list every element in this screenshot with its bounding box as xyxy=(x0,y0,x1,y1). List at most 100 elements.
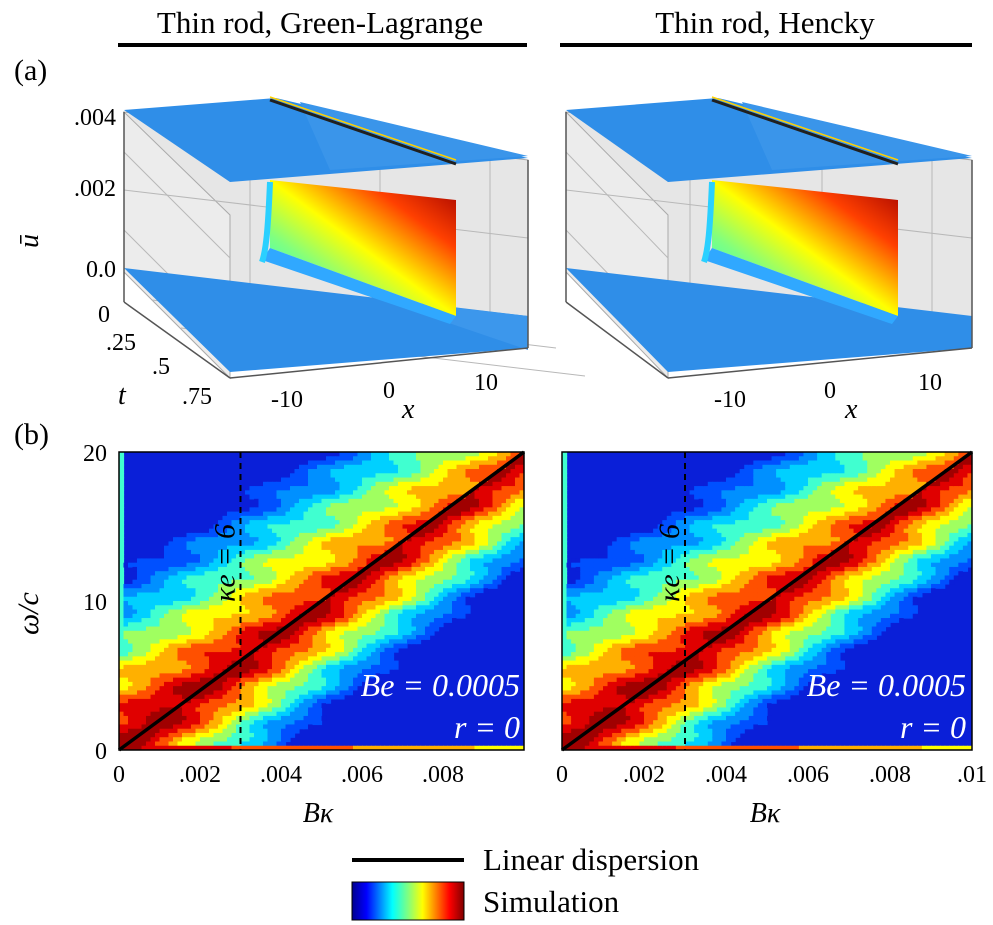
contour-cell xyxy=(186,698,192,704)
contour-cell xyxy=(443,583,449,589)
contour-cell xyxy=(353,660,359,666)
contour-cell xyxy=(191,575,197,581)
contour-cell xyxy=(357,515,363,521)
contour-cell xyxy=(402,481,408,487)
contour-cell xyxy=(326,524,332,530)
contour-cell xyxy=(164,669,170,674)
contour-cell xyxy=(488,469,494,474)
contour-cell xyxy=(204,703,210,709)
contour-cell xyxy=(580,673,586,679)
contour-cell xyxy=(562,469,568,474)
contour-cell xyxy=(119,511,125,517)
contour-cell xyxy=(353,622,359,628)
contour-cell xyxy=(128,707,134,713)
contour-cell xyxy=(146,732,152,738)
contour-cell xyxy=(191,609,197,615)
contour-cell xyxy=(227,520,233,525)
contour-cell xyxy=(506,571,512,577)
contour-cell xyxy=(425,549,431,555)
contour-cell xyxy=(308,622,314,628)
contour-cell xyxy=(267,664,273,670)
contour-cell xyxy=(593,707,600,713)
contour-cell xyxy=(420,630,426,636)
contour-cell xyxy=(231,613,237,619)
contour-cell xyxy=(285,575,291,581)
contour-cell xyxy=(393,592,399,598)
contour-cell xyxy=(159,571,165,577)
contour-cell xyxy=(276,498,282,504)
contour-cell xyxy=(425,545,431,551)
contour-cell xyxy=(571,669,577,674)
contour-cell xyxy=(407,583,413,589)
contour-cell xyxy=(200,596,206,602)
contour-cell xyxy=(452,507,458,513)
contour-cell xyxy=(173,566,179,572)
contour-cell xyxy=(447,579,453,585)
contour-cell xyxy=(348,477,354,483)
contour-cell xyxy=(240,737,246,743)
contour-cell xyxy=(290,515,296,521)
contour-cell xyxy=(276,660,282,666)
contour-cell xyxy=(438,469,444,474)
contour-cell xyxy=(276,486,282,491)
contour-cell xyxy=(227,532,233,538)
contour-cell xyxy=(357,635,363,640)
contour-cell xyxy=(258,707,264,713)
contour-cell xyxy=(231,711,237,717)
contour-cell xyxy=(294,724,300,730)
contour-cell xyxy=(571,732,577,738)
contour-cell xyxy=(281,711,287,717)
contour-cell xyxy=(506,486,512,491)
contour-cell xyxy=(200,618,206,623)
contour-cell xyxy=(488,524,494,530)
contour-cell xyxy=(209,609,215,615)
contour-cell xyxy=(443,575,449,581)
contour-cell xyxy=(580,647,586,653)
contour-cell xyxy=(429,545,435,551)
contour-cell xyxy=(267,601,273,606)
contour-cell xyxy=(276,737,282,743)
contour-cell xyxy=(353,528,359,534)
contour-cell xyxy=(191,618,197,623)
contour-cell xyxy=(218,562,224,568)
contour-cell xyxy=(218,588,224,594)
contour-cell xyxy=(146,664,152,670)
contour-cell xyxy=(191,588,197,594)
contour-cell xyxy=(290,520,296,525)
contour-cell xyxy=(213,647,219,653)
contour-cell xyxy=(218,558,224,564)
contour-cell xyxy=(240,558,246,564)
contour-cell xyxy=(195,664,201,670)
contour-cell xyxy=(195,669,201,674)
contour-cell xyxy=(456,515,462,521)
contour-cell xyxy=(200,643,206,649)
contour-cell xyxy=(272,541,278,547)
contour-cell xyxy=(371,613,377,619)
contour-cell xyxy=(519,541,524,547)
contour-cell xyxy=(245,639,251,645)
contour-cell xyxy=(501,537,507,542)
contour-cell xyxy=(593,575,600,581)
contour-cell xyxy=(285,745,291,750)
contour-cell xyxy=(164,635,170,640)
contour-cell xyxy=(281,732,287,738)
contour-cell xyxy=(177,592,183,598)
contour-cell xyxy=(420,520,426,525)
contour-cell xyxy=(515,469,521,474)
contour-cell xyxy=(357,486,363,491)
contour-cell xyxy=(589,686,595,691)
contour-cell xyxy=(407,596,413,602)
contour-cell xyxy=(303,707,309,713)
contour-cell xyxy=(402,601,408,606)
contour-cell xyxy=(384,660,390,666)
contour-cell xyxy=(245,537,251,542)
contour-cell xyxy=(200,741,206,747)
contour-cell xyxy=(362,490,368,496)
contour-cell xyxy=(177,545,183,551)
contour-cell xyxy=(393,643,399,649)
surface-floor xyxy=(566,268,972,372)
contour-cell xyxy=(258,549,264,555)
contour-cell xyxy=(195,575,201,581)
contour-cell xyxy=(308,469,314,474)
contour-cell xyxy=(227,647,233,653)
